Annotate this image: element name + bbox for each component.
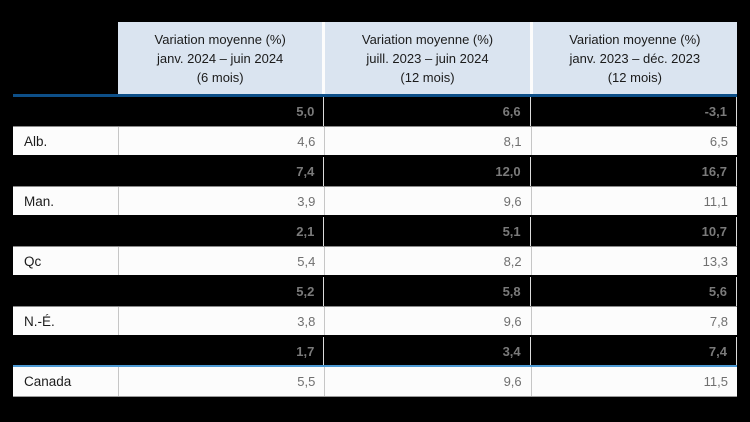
column-header: Variation moyenne (%) janv. 2024 – juin 2… bbox=[118, 22, 323, 94]
cell-value-6mois: 4,6 bbox=[118, 127, 324, 155]
cell-value-12mois-2023: 16,7 bbox=[529, 157, 737, 186]
cell-value-12mois-recent: 12,0 bbox=[323, 157, 529, 186]
cell-value-12mois-recent: 3,4 bbox=[323, 337, 529, 365]
cell-value-12mois-2023: 11,1 bbox=[530, 187, 737, 215]
column-header: Variation moyenne (%) janv. 2023 – déc. 2… bbox=[529, 22, 737, 94]
cell-value-6mois: 1,7 bbox=[296, 343, 315, 359]
column-header-line: Variation moyenne (%) bbox=[361, 32, 494, 47]
column-header: Variation moyenne (%) juill. 2023 – juin … bbox=[322, 22, 530, 94]
cell-value-12mois-2023: 11,5 bbox=[530, 367, 737, 396]
data-table: Variation moyenne (%) janv. 2024 – juin 2… bbox=[13, 22, 737, 397]
table-row: 1,7 3,4 7,4 bbox=[13, 337, 737, 367]
cell-value-12mois-recent: 5,1 bbox=[323, 217, 529, 246]
column-header-line: Variation moyenne (%) bbox=[154, 32, 286, 47]
cell-value-12mois-2023: 5,6 bbox=[529, 277, 737, 306]
table-row: Qc 5,4 8,2 13,3 bbox=[13, 247, 737, 277]
row-label bbox=[13, 157, 118, 186]
table-row: 7,4 12,0 16,7 bbox=[13, 157, 737, 187]
row-label bbox=[13, 97, 118, 126]
row-label: Alb. bbox=[24, 133, 48, 149]
cell-value-12mois-2023: 13,3 bbox=[530, 247, 737, 275]
table-row: Canada 5,5 9,6 11,5 bbox=[13, 367, 737, 397]
cell-value-6mois: 7,4 bbox=[296, 164, 315, 179]
cell-value-12mois-recent: 9,6 bbox=[324, 187, 530, 215]
cell-value-12mois-recent: 8,2 bbox=[324, 247, 530, 275]
cell-value-12mois-2023: -3,1 bbox=[529, 97, 737, 126]
cell-value-6mois: 5,2 bbox=[296, 284, 315, 299]
column-header-line: janv. 2024 – juin 2024 bbox=[157, 51, 284, 66]
table-row: 5,2 5,8 5,6 bbox=[13, 277, 737, 307]
cell-value-12mois-2023: 7,8 bbox=[530, 307, 737, 335]
column-header-line: (12 mois) bbox=[400, 70, 455, 85]
cell-value-12mois-recent: 9,6 bbox=[324, 307, 530, 335]
table-row: 2,1 5,1 10,7 bbox=[13, 217, 737, 247]
cell-value-6mois: 3,8 bbox=[118, 307, 324, 335]
column-header-line: janv. 2023 – déc. 2023 bbox=[569, 51, 701, 66]
table-body: 5,0 6,6 -3,1 Alb. 4,6 8,1 6,5 7,4 12,0 1… bbox=[13, 97, 737, 397]
cell-value-12mois-recent: 5,8 bbox=[323, 277, 529, 306]
cell-value-6mois: 2,1 bbox=[296, 224, 315, 239]
table-corner-cell bbox=[13, 22, 118, 94]
table-row: Alb. 4,6 8,1 6,5 bbox=[13, 127, 737, 157]
cell-value-12mois-recent: 9,6 bbox=[324, 367, 530, 396]
cell-value-6mois: 3,9 bbox=[118, 187, 324, 215]
cell-value-12mois-recent: 8,1 bbox=[324, 127, 530, 155]
column-header-line: (6 mois) bbox=[196, 70, 244, 85]
table-row: N.-É. 3,8 9,6 7,8 bbox=[13, 307, 737, 337]
table-row: Man. 3,9 9,6 11,1 bbox=[13, 187, 737, 217]
table-header-row: Variation moyenne (%) janv. 2024 – juin 2… bbox=[13, 22, 737, 97]
column-header-line: juill. 2023 – juin 2024 bbox=[366, 51, 489, 66]
cell-value-12mois-recent: 6,6 bbox=[323, 97, 529, 126]
row-label bbox=[13, 217, 118, 246]
table-row: 5,0 6,6 -3,1 bbox=[13, 97, 737, 127]
row-label: N.-É. bbox=[24, 313, 55, 329]
cell-value-6mois: 5,0 bbox=[296, 104, 315, 119]
cell-value-12mois-2023: 7,4 bbox=[529, 337, 737, 365]
row-label bbox=[13, 337, 118, 365]
cell-value-12mois-2023: 10,7 bbox=[529, 217, 737, 246]
column-header-line: (12 mois) bbox=[607, 70, 662, 85]
cell-value-12mois-2023: 6,5 bbox=[530, 127, 737, 155]
cell-value-6mois: 5,4 bbox=[118, 247, 324, 275]
row-label: Canada bbox=[24, 374, 72, 389]
cell-value-6mois: 5,5 bbox=[118, 367, 324, 396]
row-label: Man. bbox=[24, 193, 55, 209]
row-label bbox=[13, 277, 118, 306]
column-header-line: Variation moyenne (%) bbox=[569, 32, 701, 47]
row-label: Qc bbox=[24, 253, 42, 269]
